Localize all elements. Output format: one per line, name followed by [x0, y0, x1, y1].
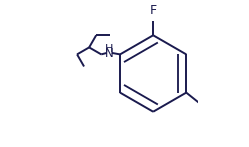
Text: H: H	[105, 44, 113, 54]
Text: F: F	[150, 4, 157, 17]
Text: N: N	[105, 47, 113, 60]
